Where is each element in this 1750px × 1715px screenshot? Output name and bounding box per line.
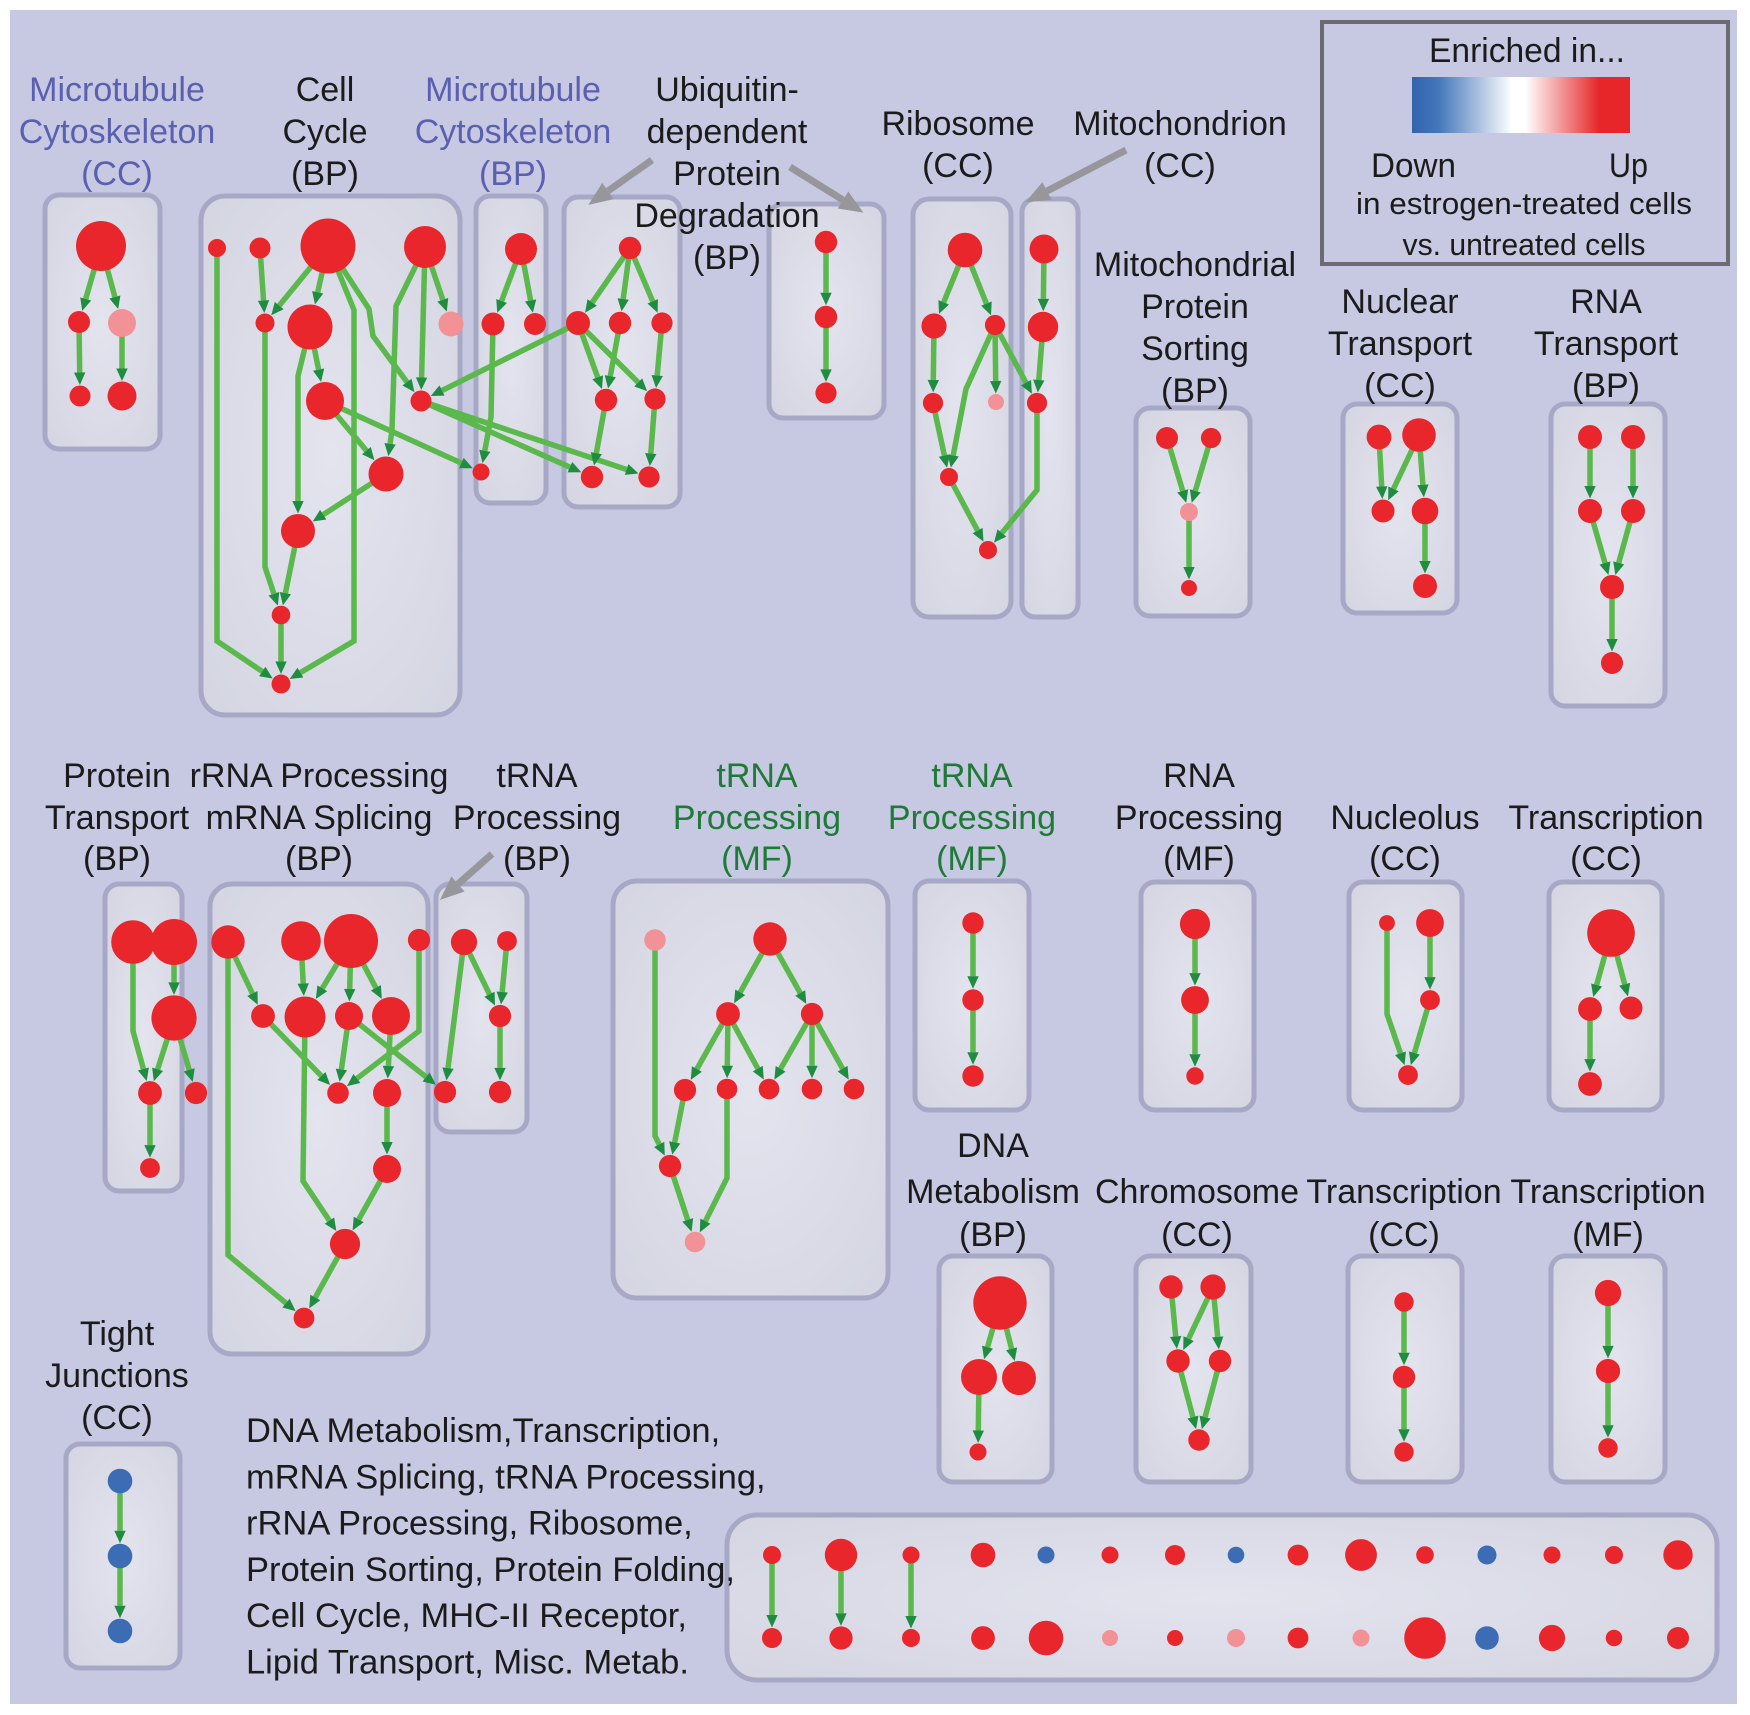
svg-text:(CC): (CC) [1570, 840, 1642, 878]
svg-text:(CC): (CC) [1368, 1216, 1440, 1254]
svg-text:Nucleolus: Nucleolus [1330, 799, 1479, 837]
svg-text:(CC): (CC) [81, 1399, 153, 1437]
svg-text:Ribosome: Ribosome [881, 105, 1034, 143]
svg-text:Up: Up [1609, 147, 1648, 185]
svg-text:tRNA: tRNA [931, 757, 1013, 795]
svg-text:mRNA Splicing, tRNA Processing: mRNA Splicing, tRNA Processing, [246, 1458, 766, 1496]
svg-text:Lipid Transport, Misc. Metab.: Lipid Transport, Misc. Metab. [246, 1644, 689, 1682]
svg-text:Microtubule: Microtubule [425, 71, 601, 109]
svg-text:Cytoskeleton: Cytoskeleton [19, 113, 216, 151]
svg-text:Protein: Protein [673, 155, 781, 193]
svg-text:Cell: Cell [296, 71, 355, 109]
svg-text:Metabolism: Metabolism [906, 1173, 1080, 1211]
svg-text:(BP): (BP) [693, 239, 761, 277]
svg-text:(MF): (MF) [936, 840, 1008, 878]
svg-text:Mitochondrial: Mitochondrial [1094, 246, 1296, 284]
svg-text:rRNA Processing, Ribosome,: rRNA Processing, Ribosome, [246, 1505, 693, 1543]
svg-text:tRNA: tRNA [716, 757, 798, 795]
svg-text:Processing: Processing [673, 799, 841, 837]
svg-text:(CC): (CC) [922, 147, 994, 185]
svg-text:Nuclear: Nuclear [1341, 283, 1458, 321]
svg-text:(BP): (BP) [291, 155, 359, 193]
svg-text:(MF): (MF) [1163, 840, 1235, 878]
svg-text:Protein Sorting, Protein Foldi: Protein Sorting, Protein Folding, [246, 1551, 735, 1589]
svg-text:Transcription: Transcription [1508, 799, 1703, 837]
svg-text:rRNA Processing: rRNA Processing [190, 757, 449, 795]
svg-text:Transport: Transport [45, 799, 190, 837]
svg-text:Protein: Protein [1141, 288, 1249, 326]
svg-text:Sorting: Sorting [1141, 330, 1249, 368]
svg-text:vs. untreated cells: vs. untreated cells [1403, 227, 1646, 262]
svg-text:dependent: dependent [647, 113, 808, 151]
svg-text:Junctions: Junctions [45, 1357, 189, 1395]
svg-text:tRNA: tRNA [496, 757, 578, 795]
svg-text:RNA: RNA [1163, 757, 1235, 795]
svg-text:(BP): (BP) [479, 155, 547, 193]
svg-text:Chromosome: Chromosome [1095, 1173, 1299, 1211]
svg-text:(MF): (MF) [1572, 1216, 1644, 1254]
svg-text:(CC): (CC) [1364, 367, 1436, 405]
svg-text:(CC): (CC) [1144, 147, 1216, 185]
svg-text:(CC): (CC) [81, 155, 153, 193]
svg-text:Protein: Protein [63, 757, 171, 795]
svg-text:DNA Metabolism,Transcription,: DNA Metabolism,Transcription, [246, 1412, 720, 1450]
svg-text:Down: Down [1371, 147, 1456, 185]
svg-text:Processing: Processing [1115, 799, 1283, 837]
svg-text:(BP): (BP) [1572, 367, 1640, 405]
svg-text:in estrogen-treated cells: in estrogen-treated cells [1356, 186, 1692, 221]
svg-text:Transport: Transport [1534, 325, 1679, 363]
svg-text:DNA: DNA [957, 1127, 1029, 1165]
svg-text:Degradation: Degradation [634, 197, 819, 235]
svg-text:Tight: Tight [80, 1315, 155, 1353]
svg-text:Cycle: Cycle [282, 113, 367, 151]
svg-text:(CC): (CC) [1161, 1216, 1233, 1254]
svg-text:(MF): (MF) [721, 840, 793, 878]
svg-text:mRNA Splicing: mRNA Splicing [206, 799, 433, 837]
svg-text:Transcription: Transcription [1306, 1173, 1501, 1211]
svg-text:Transport: Transport [1328, 325, 1473, 363]
svg-text:Processing: Processing [453, 799, 621, 837]
svg-text:(CC): (CC) [1369, 840, 1441, 878]
svg-text:Processing: Processing [888, 799, 1056, 837]
svg-text:Ubiquitin-: Ubiquitin- [655, 71, 799, 109]
svg-text:RNA: RNA [1570, 283, 1642, 321]
svg-text:Cell Cycle, MHC-II Receptor,: Cell Cycle, MHC-II Receptor, [246, 1597, 687, 1635]
svg-text:(BP): (BP) [503, 840, 571, 878]
svg-text:Cytoskeleton: Cytoskeleton [415, 113, 612, 151]
svg-text:Enriched in...: Enriched in... [1429, 32, 1625, 70]
svg-text:(BP): (BP) [83, 840, 151, 878]
svg-text:Transcription: Transcription [1510, 1173, 1705, 1211]
svg-text:(BP): (BP) [959, 1216, 1027, 1254]
svg-text:(BP): (BP) [285, 840, 353, 878]
svg-text:Microtubule: Microtubule [29, 71, 205, 109]
svg-text:(BP): (BP) [1161, 372, 1229, 410]
svg-text:Mitochondrion: Mitochondrion [1073, 105, 1287, 143]
